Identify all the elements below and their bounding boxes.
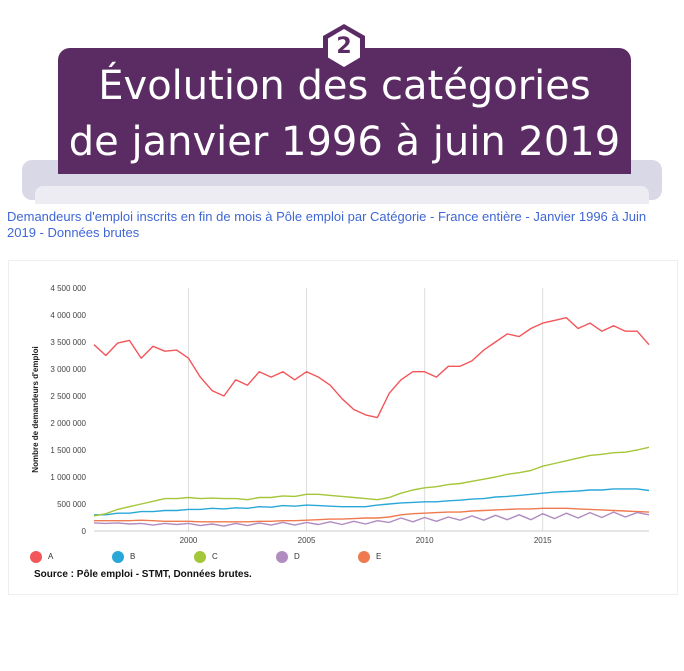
legend-label: D <box>294 552 300 561</box>
chart-subtitle: Demandeurs d'emploi inscrits en fin de m… <box>7 209 647 240</box>
page-title-line-2: de janvier 1996 à juin 2019 <box>68 119 621 165</box>
y-tick-label: 4 500 000 <box>50 284 86 293</box>
x-tick-label: 2010 <box>416 536 434 545</box>
series-line-e <box>94 507 650 523</box>
chart-source: Source : Pôle emploi - STMT, Données bru… <box>34 569 252 580</box>
legend-swatch-icon <box>112 551 124 563</box>
step-number: 2 <box>336 34 352 59</box>
y-tick-label: 0 <box>82 527 87 536</box>
legend-label: C <box>212 552 218 561</box>
y-tick-label: 1 000 000 <box>50 473 86 482</box>
y-tick-label: 1 500 000 <box>50 446 86 455</box>
x-tick-label: 2015 <box>534 536 552 545</box>
legend-label: A <box>48 552 54 561</box>
legend-label: E <box>376 552 382 561</box>
legend-swatch-icon <box>358 551 370 563</box>
step-hexagon-icon <box>323 24 365 72</box>
legend-swatch-icon <box>276 551 288 563</box>
x-tick-label: 2000 <box>180 536 198 545</box>
series-line-d <box>93 511 650 527</box>
y-tick-label: 2 500 000 <box>50 392 86 401</box>
series-line-b <box>94 488 650 516</box>
x-tick-label: 2005 <box>298 536 316 545</box>
y-tick-label: 3 500 000 <box>50 338 86 347</box>
banner-tray-inner <box>35 186 649 204</box>
series-line-a <box>93 317 650 419</box>
y-tick-label: 2 000 000 <box>50 419 86 428</box>
legend-label: B <box>130 552 136 561</box>
y-axis-label: Nombre de demandeurs d'emploi <box>31 346 40 472</box>
y-tick-label: 3 000 000 <box>50 365 86 374</box>
chart-panel <box>8 260 678 595</box>
y-tick-label: 500 000 <box>57 500 86 509</box>
legend-swatch-icon <box>30 551 42 563</box>
legend-swatch-icon <box>194 551 206 563</box>
line-chart: 2000 2005 2010 2015 0 500 000 1 000 000 1 500 0… <box>31 284 650 545</box>
page-title: Évolution des catégories de janvier 1996… <box>58 58 631 170</box>
y-tick-label: 4 000 000 <box>50 311 86 320</box>
series-line-c <box>93 446 650 517</box>
